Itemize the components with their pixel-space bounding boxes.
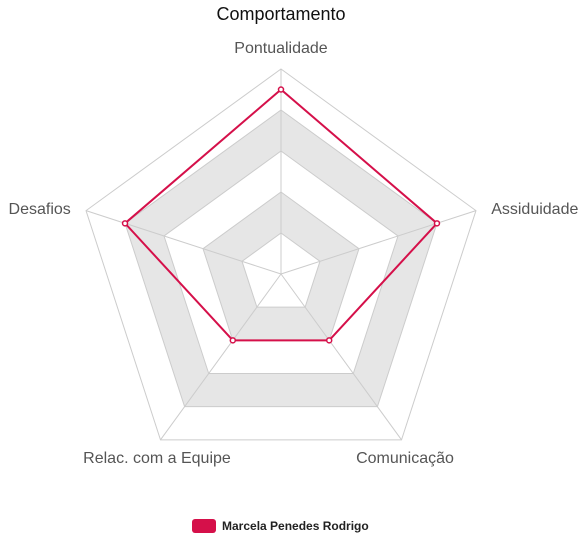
axis-label-1: Pontualidade — [234, 40, 328, 57]
legend-label[interactable]: Marcela Penedes Rodrigo — [222, 519, 369, 533]
data-point-5[interactable] — [121, 220, 129, 227]
axis-label-4: Relac. com a Equipe — [83, 450, 231, 467]
legend-swatch[interactable] — [192, 519, 216, 533]
data-point-3[interactable] — [325, 337, 333, 344]
axis-label-5: Desafios — [9, 201, 71, 218]
data-point-1[interactable] — [277, 86, 285, 93]
legend[interactable]: Marcela Penedes Rodrigo — [192, 519, 369, 533]
series-line-1 — [124, 88, 438, 342]
spoke-5 — [85, 210, 282, 275]
axis-label-2: Assiduidade — [491, 201, 578, 218]
spoke-2 — [280, 210, 477, 275]
spoke-3 — [280, 273, 402, 441]
data-point-2[interactable] — [433, 220, 441, 227]
data-point-4[interactable] — [229, 337, 237, 344]
series-group — [121, 86, 441, 344]
grid-spokes — [85, 69, 477, 441]
spoke-4 — [160, 273, 282, 441]
chart-title: Comportamento — [216, 4, 345, 24]
axis-labels: Pontualidade Assiduidade Comunicação Relac.… — [9, 40, 579, 467]
axis-label-3: Comunicação — [356, 450, 454, 467]
